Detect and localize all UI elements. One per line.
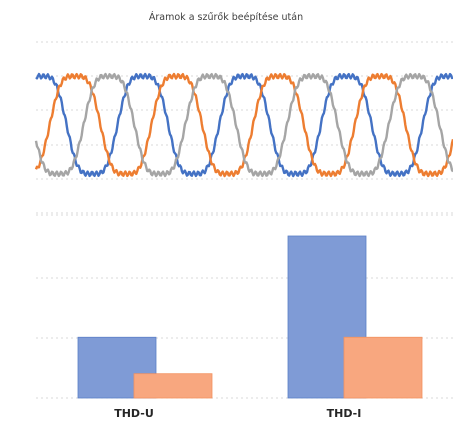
- waveform-gridlines: [36, 41, 453, 214]
- category-label-thd-i: THD-I: [327, 407, 362, 420]
- category-label-thd-u: THD-U: [114, 407, 154, 420]
- waveform-series-3: [34, 72, 453, 178]
- waveform-plot: [34, 72, 453, 178]
- bar-chart-plot: [77, 235, 423, 399]
- bar-chart-category-labels: THD-U THD-I: [114, 407, 361, 420]
- waveform-series-1: [35, 72, 453, 178]
- bar-thd-u-series-2: [133, 373, 213, 399]
- chart-title: Áramok a szűrők beépítése után: [149, 11, 303, 23]
- bar-thd-i-series-2: [343, 336, 423, 399]
